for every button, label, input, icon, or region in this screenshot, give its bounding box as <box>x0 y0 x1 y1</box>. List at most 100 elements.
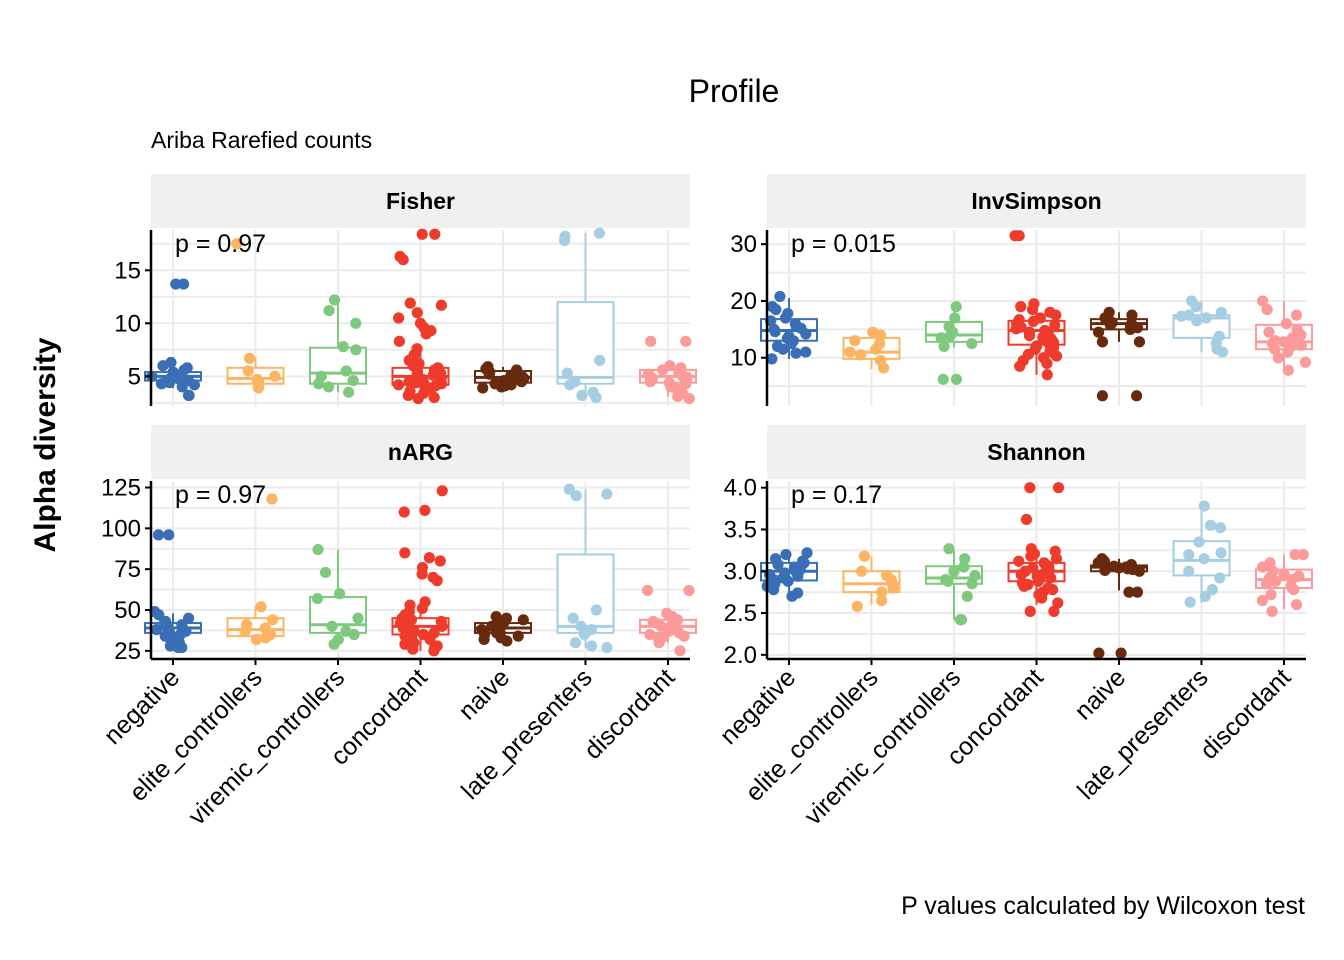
y-tick-label: 5 <box>128 363 141 390</box>
x-tick-label: discordant <box>1195 663 1296 764</box>
data-point <box>1256 594 1269 607</box>
data-point <box>495 381 508 393</box>
data-point <box>593 227 605 239</box>
data-point <box>266 493 278 505</box>
data-point <box>333 588 346 600</box>
data-point <box>1272 352 1284 364</box>
data-point <box>1050 553 1063 565</box>
data-point <box>678 630 690 642</box>
data-point <box>858 550 871 562</box>
data-point <box>1261 303 1273 316</box>
data-point <box>766 353 778 365</box>
data-point <box>683 584 695 597</box>
data-point <box>1190 301 1202 313</box>
data-point <box>959 553 971 565</box>
data-point <box>416 568 428 580</box>
data-point <box>1131 586 1144 598</box>
data-point <box>849 335 861 347</box>
data-point <box>393 312 405 324</box>
data-point <box>1217 346 1229 358</box>
data-point <box>410 377 422 389</box>
data-point <box>1048 605 1060 617</box>
data-point <box>1200 312 1212 324</box>
data-point <box>1113 562 1125 574</box>
box-iqr <box>556 553 615 634</box>
data-point <box>350 317 362 329</box>
data-point <box>1214 572 1226 584</box>
data-point <box>564 379 576 391</box>
data-point <box>786 590 798 602</box>
data-point <box>770 303 782 316</box>
data-point <box>392 379 405 391</box>
data-point <box>1183 565 1195 577</box>
data-point <box>412 392 424 405</box>
data-point <box>1269 575 1282 587</box>
data-point <box>420 328 432 340</box>
strip-label: Fisher <box>386 188 455 214</box>
data-point <box>855 349 867 361</box>
data-point <box>1123 586 1135 598</box>
data-point <box>478 633 490 646</box>
data-point <box>792 570 804 582</box>
data-point <box>424 633 436 646</box>
data-point <box>944 330 956 342</box>
data-point <box>1096 336 1109 348</box>
data-point <box>950 373 963 385</box>
chart-subtitle: Ariba Rarefied counts <box>151 127 372 153</box>
data-point <box>1104 319 1117 331</box>
panel-fisher: Fisher 5 10 15 p = 0.97 <box>114 174 697 406</box>
data-point <box>348 628 360 641</box>
data-point <box>1092 557 1104 569</box>
y-tick-label: 50 <box>114 597 141 624</box>
data-point <box>423 552 436 564</box>
data-point <box>402 389 414 401</box>
data-point <box>435 299 447 311</box>
strip-label: InvSimpson <box>971 188 1101 214</box>
data-point <box>322 381 335 393</box>
data-point <box>1297 548 1309 561</box>
data-point <box>1131 390 1143 402</box>
data-point <box>399 547 411 559</box>
data-point <box>644 628 656 641</box>
y-tick-label: 2.0 <box>724 642 757 669</box>
data-point <box>512 630 524 642</box>
strip-background <box>767 174 1306 228</box>
data-point <box>393 335 405 347</box>
data-point <box>1049 319 1061 331</box>
data-point <box>1282 346 1294 358</box>
data-point <box>801 547 813 559</box>
data-point <box>239 625 251 637</box>
x-tick-label: viremic_controllers <box>183 663 350 830</box>
data-point <box>1009 230 1021 242</box>
data-point <box>1266 605 1278 617</box>
p-value-label: p = 0.015 <box>791 230 896 258</box>
data-point <box>397 254 409 266</box>
data-point <box>343 386 355 398</box>
data-point <box>1013 555 1025 567</box>
data-point <box>1282 364 1294 376</box>
data-point <box>641 584 654 597</box>
data-point <box>436 485 448 497</box>
data-point <box>1133 336 1146 348</box>
data-point <box>170 278 182 290</box>
data-point <box>231 238 243 250</box>
data-point <box>259 632 272 644</box>
data-point <box>337 341 349 353</box>
strip-label: nARG <box>388 439 453 465</box>
y-tick-label: 30 <box>730 231 757 258</box>
data-point <box>517 614 529 626</box>
x-tick-label: naive <box>453 663 515 725</box>
x-tick-label: naive <box>1069 663 1131 725</box>
y-tick-label: 20 <box>730 288 757 315</box>
x-tick-label: discordant <box>579 663 680 764</box>
data-point <box>1050 309 1062 321</box>
y-tick-label: 2.5 <box>724 600 757 627</box>
data-point <box>1290 309 1303 321</box>
data-point <box>844 346 856 358</box>
x-tick-label: negative <box>715 663 802 750</box>
data-point <box>1020 513 1033 526</box>
data-point <box>398 506 410 518</box>
chart-caption: P values calculated by Wilcoxon test <box>901 892 1305 920</box>
data-point <box>1175 310 1187 322</box>
